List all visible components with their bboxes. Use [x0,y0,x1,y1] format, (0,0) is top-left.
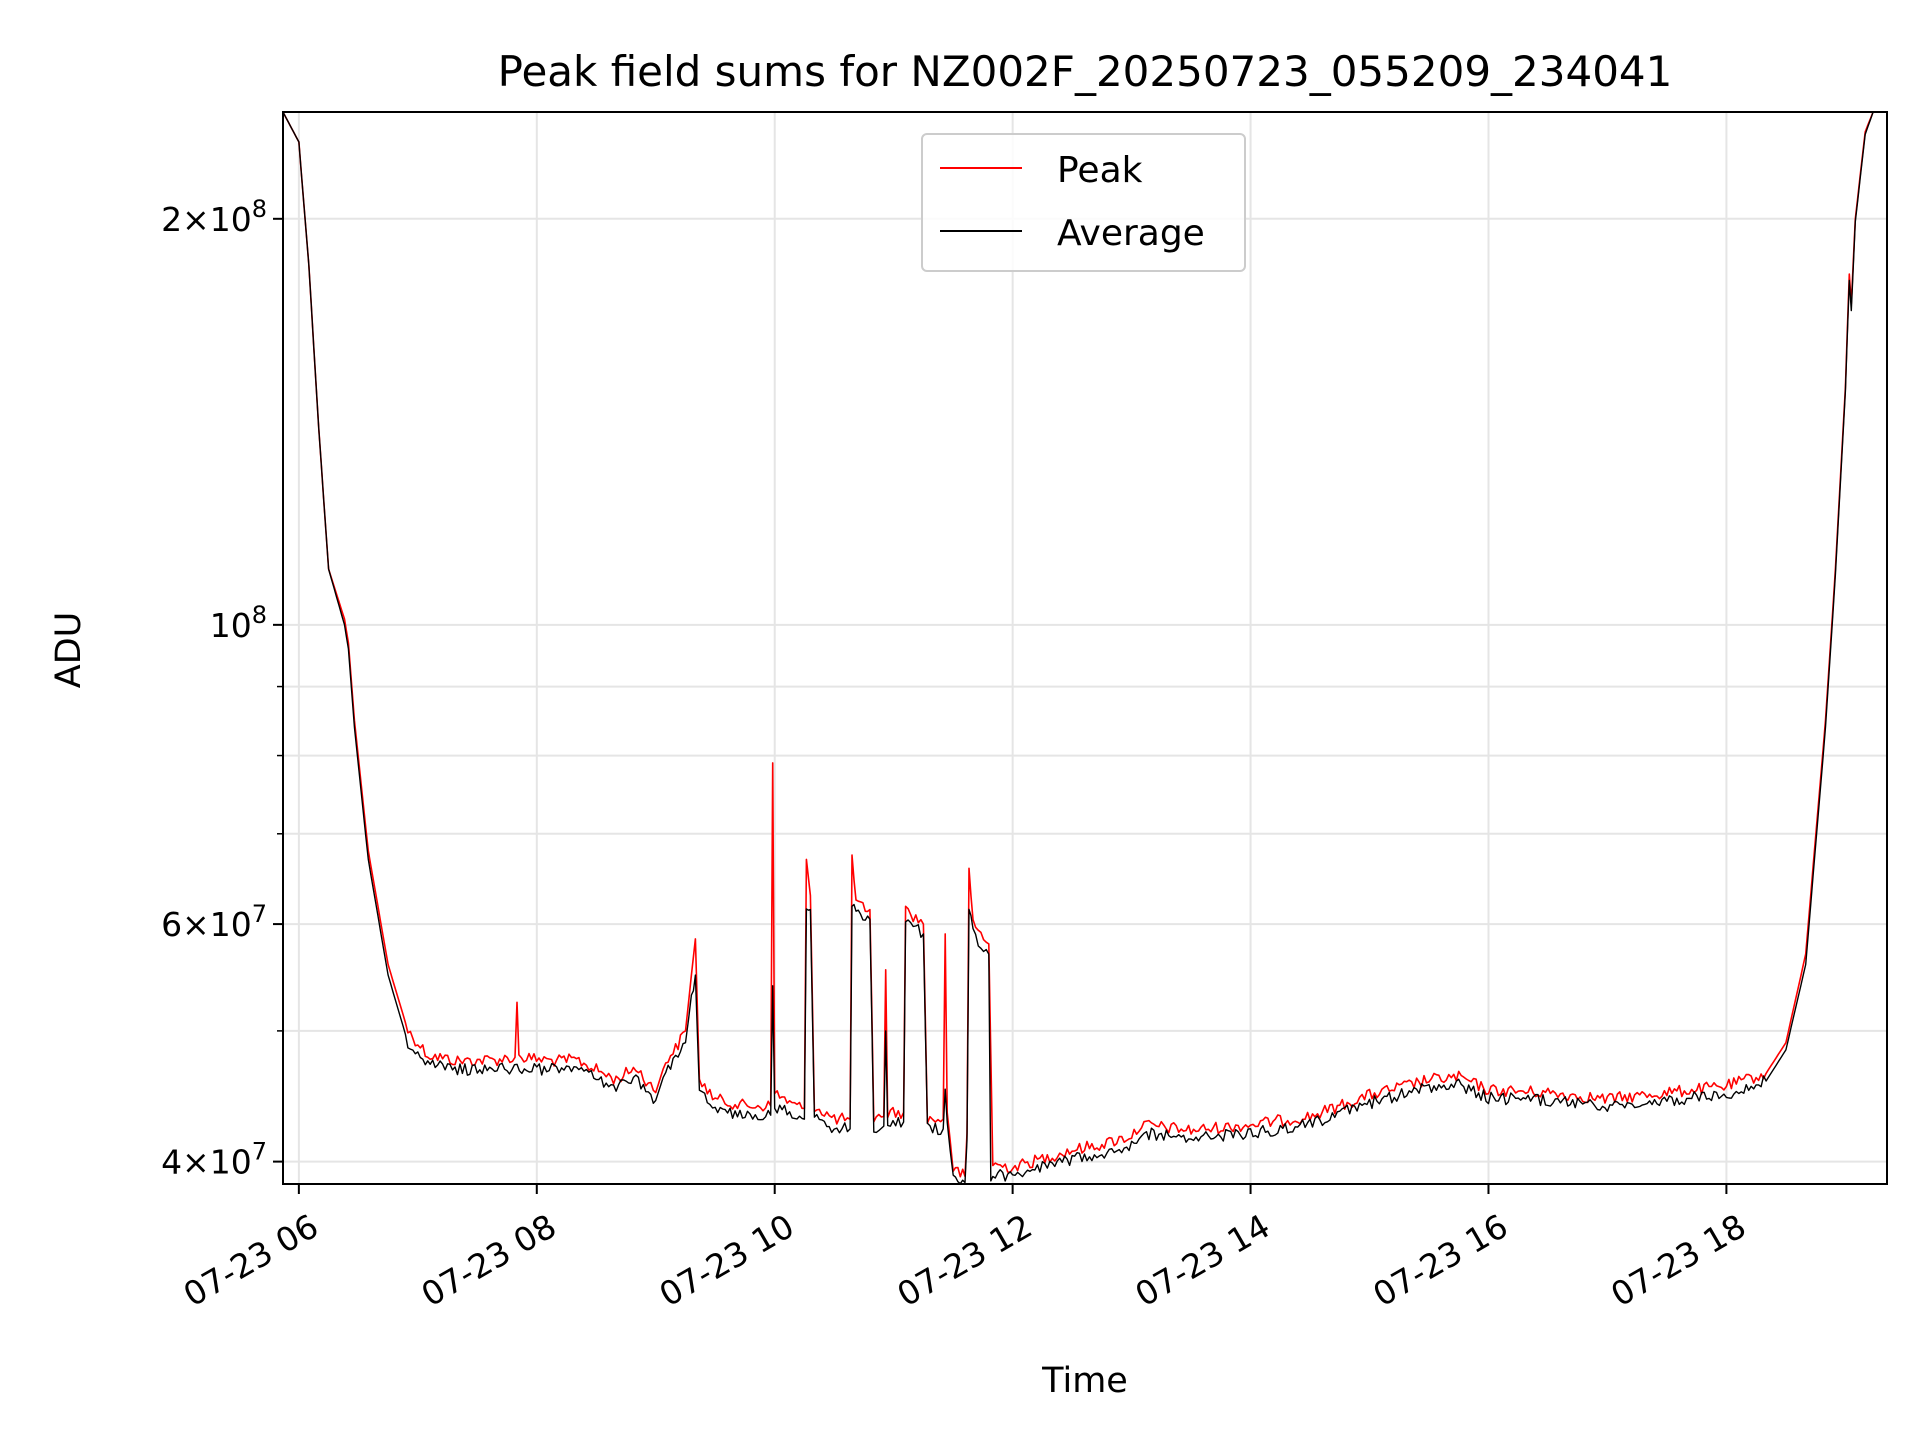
series-layer [283,112,1887,1184]
plot-area-frame [282,111,1888,1185]
x-axis-label: Time [1041,1361,1128,1401]
y-axis-ticks: 4×107 6×107 108 2×108 [161,195,283,1182]
series-line-average [283,112,1887,1184]
y-tick-label: 2×108 [161,195,267,239]
legend-label-peak: Peak [1057,150,1143,191]
y-tick-label: 6×107 [161,900,267,944]
chart-title: Peak field sums for NZ002F_20250723_0552… [498,47,1673,96]
legend-label-average: Average [1057,213,1205,254]
y-axis-label: ADU [49,612,89,689]
legend: Peak Average [921,133,1246,272]
y-tick-label: 4×107 [161,1138,267,1182]
y-tick-label: 108 [210,601,267,645]
series-line-peak [283,112,1887,1178]
